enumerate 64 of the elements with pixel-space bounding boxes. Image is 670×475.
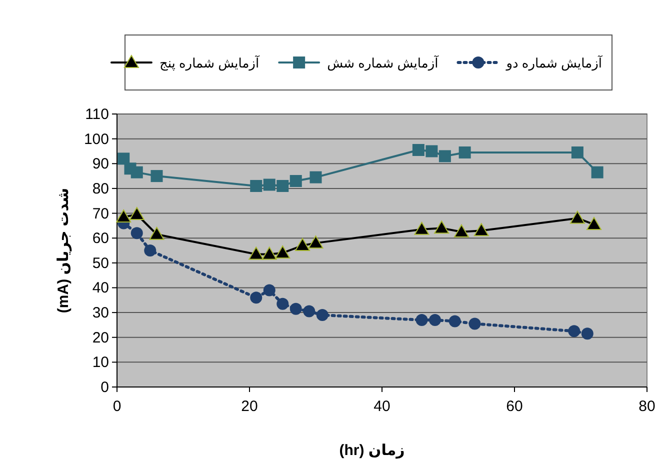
point: [438, 150, 451, 162]
point: [129, 207, 144, 220]
point: [308, 236, 324, 249]
y-tick-label: 20: [92, 329, 109, 346]
y-tick-label: 50: [92, 254, 109, 272]
point: [276, 180, 289, 192]
y-tick-label: 10: [92, 354, 109, 372]
point: [250, 180, 262, 192]
point: [263, 284, 276, 296]
point: [262, 246, 277, 260]
point: [130, 166, 143, 178]
y-tick-label: 30: [92, 304, 109, 322]
point: [295, 238, 310, 252]
y-tick-label: 100: [84, 130, 109, 148]
x-axis-title: زمان (hr): [339, 442, 405, 459]
legend-label: آزمایش شماره پنج: [159, 54, 260, 72]
point: [250, 292, 262, 304]
point: [150, 170, 163, 182]
x-tick-label: 20: [241, 398, 258, 415]
y-tick-label: 40: [92, 280, 109, 297]
y-tick-label: 60: [92, 230, 109, 248]
point: [468, 318, 481, 330]
point: [586, 216, 602, 230]
point: [290, 302, 302, 315]
y-axis-title: شدت جریان (mA): [55, 188, 72, 314]
point: [316, 309, 328, 322]
point: [570, 210, 585, 224]
point: [149, 226, 164, 240]
y-tick-label: 0: [100, 379, 109, 396]
point: [116, 209, 132, 222]
point: [290, 175, 302, 188]
point: [276, 298, 289, 310]
point: [581, 328, 594, 340]
point: [429, 314, 441, 326]
point: [454, 224, 469, 238]
x-tick-label: 40: [374, 398, 390, 415]
y-tick-label: 70: [92, 205, 109, 222]
point: [434, 220, 450, 234]
point: [263, 178, 276, 191]
point: [448, 315, 461, 328]
point: [458, 146, 471, 158]
legend-label: آزمایش شماره شش: [327, 54, 440, 72]
point: [568, 325, 580, 338]
legend-label: آزمایش شماره دو: [505, 54, 604, 72]
point: [571, 146, 584, 158]
point: [118, 152, 130, 165]
point: [412, 144, 424, 156]
point: [303, 305, 316, 318]
point: [416, 314, 428, 326]
point: [591, 166, 604, 178]
point: [474, 223, 489, 236]
x-tick-label: 0: [112, 398, 122, 415]
point: [248, 246, 264, 260]
point: [130, 227, 143, 240]
x-tick-label: 80: [638, 398, 656, 415]
y-tick-label: 110: [85, 106, 109, 123]
y-tick-label: 80: [92, 180, 109, 198]
point: [310, 171, 322, 184]
x-tick-label: 60: [506, 398, 523, 415]
y-tick-label: 90: [92, 156, 109, 173]
point: [275, 245, 290, 258]
point: [144, 244, 156, 256]
point: [414, 222, 430, 235]
point: [426, 145, 438, 158]
